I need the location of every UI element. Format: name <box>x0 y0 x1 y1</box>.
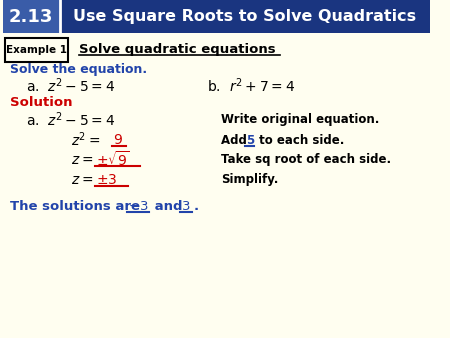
Text: and: and <box>150 199 187 213</box>
FancyBboxPatch shape <box>3 33 430 338</box>
Text: b.  $r^2 + 7 = 4$: b. $r^2 + 7 = 4$ <box>207 77 295 95</box>
Text: Solution: Solution <box>10 96 73 108</box>
Text: $-3$: $-3$ <box>128 199 148 213</box>
Text: .: . <box>194 199 198 213</box>
Text: The solutions are: The solutions are <box>10 199 145 213</box>
Text: Example 1: Example 1 <box>6 45 67 55</box>
Text: Add: Add <box>221 134 251 146</box>
Text: Simplify.: Simplify. <box>221 173 278 187</box>
Text: Solve the equation.: Solve the equation. <box>10 64 147 76</box>
Text: Take sq root of each side.: Take sq root of each side. <box>221 153 391 167</box>
Text: Solve quadratic equations: Solve quadratic equations <box>78 44 275 56</box>
Text: Use Square Roots to Solve Quadratics: Use Square Roots to Solve Quadratics <box>73 9 416 24</box>
Text: $\pm\sqrt{9}$: $\pm\sqrt{9}$ <box>95 150 129 169</box>
Text: $z = $: $z = $ <box>71 153 93 167</box>
Text: $z = $: $z = $ <box>71 173 93 187</box>
Text: Write original equation.: Write original equation. <box>221 114 379 126</box>
Text: $3$: $3$ <box>181 199 190 213</box>
FancyBboxPatch shape <box>5 38 68 62</box>
Text: to each side.: to each side. <box>255 134 344 146</box>
Text: $9$: $9$ <box>112 133 122 147</box>
Text: 2.13: 2.13 <box>9 8 53 26</box>
Text: $\pm 3$: $\pm 3$ <box>95 173 117 187</box>
Text: a.  $z^2 - 5 = 4$: a. $z^2 - 5 = 4$ <box>26 111 116 129</box>
Text: a.  $z^2 - 5 = 4$: a. $z^2 - 5 = 4$ <box>26 77 116 95</box>
Text: $z^2 = $: $z^2 = $ <box>71 131 100 149</box>
FancyBboxPatch shape <box>59 0 430 33</box>
Text: 5: 5 <box>247 134 255 146</box>
FancyBboxPatch shape <box>3 0 59 33</box>
